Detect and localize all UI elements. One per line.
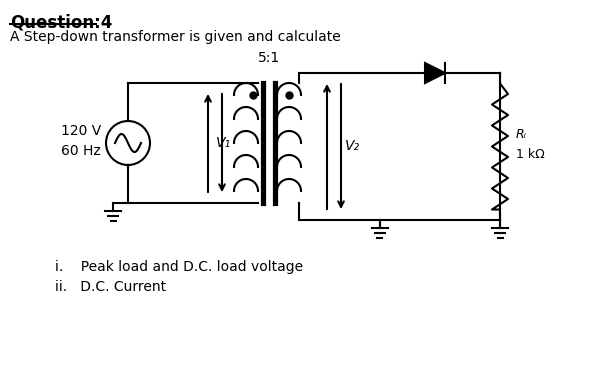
Text: 1 kΩ: 1 kΩ bbox=[516, 148, 545, 161]
Text: V₂: V₂ bbox=[345, 139, 360, 153]
Text: V₁: V₁ bbox=[216, 136, 231, 150]
Text: Rₗ: Rₗ bbox=[516, 128, 527, 141]
Text: i.    Peak load and D.C. load voltage: i. Peak load and D.C. load voltage bbox=[55, 260, 303, 274]
Text: A Step-down transformer is given and calculate: A Step-down transformer is given and cal… bbox=[10, 30, 341, 44]
Text: 5:1: 5:1 bbox=[258, 51, 280, 65]
Text: 120 V: 120 V bbox=[61, 124, 101, 138]
Text: 60 Hz: 60 Hz bbox=[61, 144, 101, 158]
Text: Question:4: Question:4 bbox=[10, 13, 112, 31]
Text: ii.   D.C. Current: ii. D.C. Current bbox=[55, 280, 166, 294]
Polygon shape bbox=[425, 63, 445, 83]
